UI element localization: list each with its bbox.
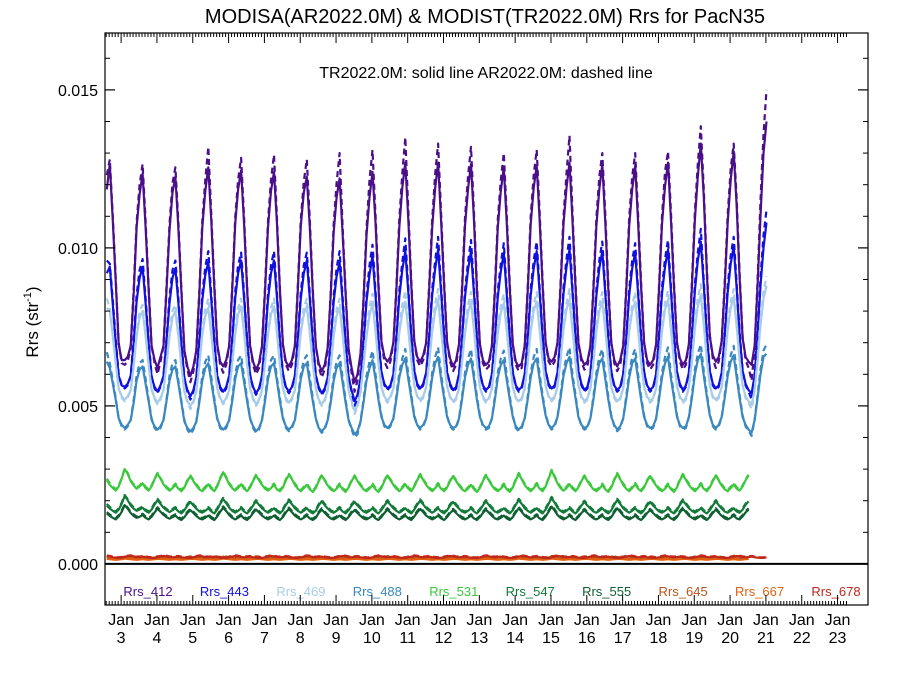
y-tick-label: 0.015 <box>58 83 98 100</box>
x-tick-year-label: 14 <box>506 630 524 647</box>
x-tick-month-label: Jan <box>252 612 278 629</box>
series-line-rrs-678-dashed <box>106 554 767 559</box>
series-line-rrs-469-dashed <box>105 276 768 415</box>
x-tick-year-label: 17 <box>614 630 632 647</box>
x-tick-month-label: Jan <box>287 612 313 629</box>
x-tick-month-label: Jan <box>789 612 815 629</box>
x-tick-year-label: 10 <box>363 630 381 647</box>
legend-label-rrs-678: Rrs_678 <box>811 584 860 599</box>
chart-subtitle: TR2022.0M: solid line AR2022.0M: dashed … <box>319 65 653 82</box>
x-tick-year-label: 5 <box>188 630 197 647</box>
series-line-rrs-443-dashed <box>105 209 768 407</box>
legend-label-rrs-645: Rrs_645 <box>659 584 708 599</box>
x-tick-year-label: 6 <box>224 630 233 647</box>
series-line-rrs-555-dashed <box>106 503 750 520</box>
x-tick-year-label: 23 <box>829 630 847 647</box>
series-line-rrs-488-dashed <box>105 343 768 439</box>
x-tick-year-label: 19 <box>685 630 703 647</box>
series-line-rrs-667-dashed <box>106 556 749 561</box>
x-tick-year-label: 4 <box>152 630 161 647</box>
chart-title: MODISA(AR2022.0M) & MODIST(TR2022.0M) Rr… <box>205 6 765 28</box>
x-tick-month-label: Jan <box>180 612 206 629</box>
legend-label-rrs-531: Rrs_531 <box>429 584 478 599</box>
series-line-rrs-531-dashed <box>105 467 750 492</box>
x-tick-month-label: Jan <box>825 612 851 629</box>
legend-label-rrs-412: Rrs_412 <box>123 584 172 599</box>
series-lines <box>105 89 768 561</box>
y-axis: 0.000 0.005 0.010 0.015 <box>58 57 868 574</box>
x-tick-year-label: 20 <box>721 630 739 647</box>
series-line-rrs-531-solid <box>105 468 750 493</box>
x-axis: Jan3Jan4Jan5Jan6Jan7Jan8Jan9Jan10Jan11Ja… <box>105 33 851 647</box>
x-tick-year-label: 13 <box>470 630 488 647</box>
x-tick-month-label: Jan <box>574 612 600 629</box>
x-tick-month-label: Jan <box>538 612 564 629</box>
x-tick-month-label: Jan <box>753 612 779 629</box>
y-axis-label: Rrs (str-1) <box>22 286 42 357</box>
x-tick-year-label: 8 <box>296 630 305 647</box>
x-tick-month-label: Jan <box>717 612 743 629</box>
x-tick-month-label: Jan <box>216 612 242 629</box>
plot-area <box>104 32 869 606</box>
x-tick-month-label: Jan <box>323 612 349 629</box>
y-tick-label: 0.010 <box>58 241 98 258</box>
legend-label-rrs-469: Rrs_469 <box>276 584 325 599</box>
x-tick-month-label: Jan <box>359 612 385 629</box>
series-line-rrs-555-solid <box>106 504 750 522</box>
x-tick-year-label: 11 <box>399 630 416 647</box>
x-tick-month-label: Jan <box>502 612 528 629</box>
legend-label-rrs-443: Rrs_443 <box>200 584 249 599</box>
x-tick-month-label: Jan <box>681 612 707 629</box>
x-tick-year-label: 12 <box>435 630 453 647</box>
x-tick-month-label: Jan <box>144 612 170 629</box>
y-tick-label: 0.000 <box>58 557 98 574</box>
y-tick-label: 0.005 <box>58 399 98 416</box>
x-tick-year-label: 7 <box>260 630 269 647</box>
legend-label-rrs-547: Rrs_547 <box>506 584 555 599</box>
plot-frame <box>104 32 869 606</box>
legend-label-rrs-488: Rrs_488 <box>353 584 402 599</box>
x-tick-year-label: 15 <box>542 630 560 647</box>
x-tick-month-label: Jan <box>466 612 492 629</box>
x-tick-month-label: Jan <box>108 612 134 629</box>
x-tick-year-label: 21 <box>757 630 775 647</box>
series-line-rrs-412-dashed <box>105 89 768 393</box>
y-axis-label-close: ) <box>23 286 42 292</box>
series-line-rrs-488-solid <box>105 352 768 436</box>
x-tick-month-label: Jan <box>646 612 672 629</box>
x-tick-year-label: 22 <box>793 630 811 647</box>
series-line-rrs-547-dashed <box>106 493 750 514</box>
x-tick-year-label: 9 <box>332 630 341 647</box>
x-tick-month-label: Jan <box>395 612 421 629</box>
x-tick-month-label: Jan <box>431 612 457 629</box>
x-tick-month-label: Jan <box>610 612 636 629</box>
legend: Rrs_412 Rrs_443 Rrs_469 Rrs_488 Rrs_531 Rrs_5… <box>123 584 860 599</box>
legend-label-rrs-667: Rrs_667 <box>735 584 784 599</box>
x-tick-year-label: 18 <box>650 630 668 647</box>
legend-label-rrs-555: Rrs_555 <box>582 584 631 599</box>
x-tick-year-label: 3 <box>117 630 126 647</box>
x-tick-year-label: 16 <box>578 630 596 647</box>
y-axis-label-superscript: -1 <box>22 292 34 302</box>
